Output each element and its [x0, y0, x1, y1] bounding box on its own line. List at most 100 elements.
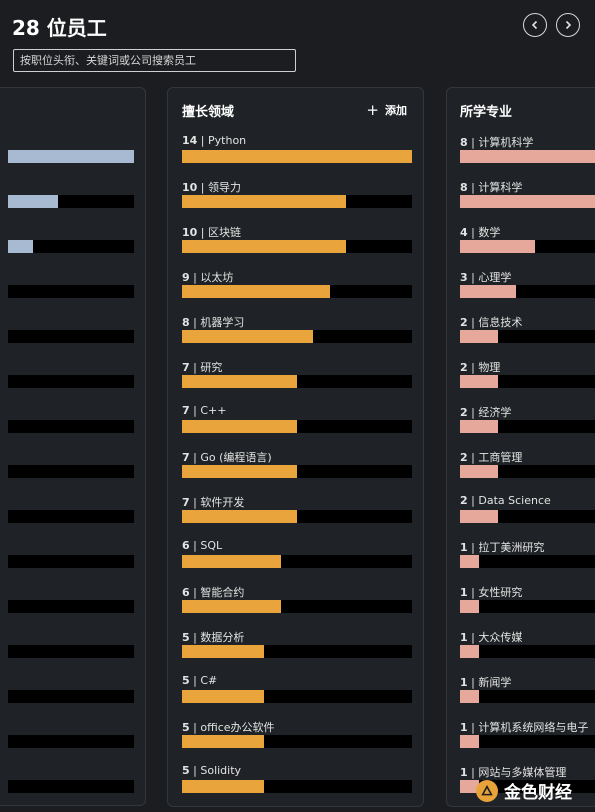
bar-label: 4 | 数学	[460, 224, 500, 240]
bar-category: | 大众传媒	[467, 631, 523, 644]
bar-count: 14	[182, 134, 198, 147]
bar-track	[460, 195, 595, 208]
bar-track	[8, 510, 134, 523]
bar-count: 10	[182, 226, 198, 239]
bar-category: | 女性研究	[467, 586, 523, 599]
bar-track	[460, 645, 595, 658]
bar-fill	[182, 330, 314, 343]
bar-count: 2	[460, 406, 468, 419]
bar-count: 9	[182, 271, 190, 284]
bar-track	[182, 780, 412, 793]
employee-search-input[interactable]	[13, 49, 296, 72]
bar-category: | 信息技术	[467, 316, 523, 329]
bar-count: 2	[460, 361, 468, 374]
bar-count: 5	[182, 721, 190, 734]
bar-track	[460, 465, 595, 478]
previous-button[interactable]	[523, 13, 547, 37]
bar-label: 10 | 领导力	[182, 179, 241, 195]
bar-count: 8	[182, 316, 190, 329]
bar-track	[8, 735, 134, 748]
bar-fill	[8, 150, 134, 163]
bar-label: 3 | 心理学	[460, 269, 511, 285]
bar-track	[182, 285, 412, 298]
bar-track	[182, 690, 412, 703]
bar-category: | 网站与多媒体管理	[467, 766, 567, 779]
bar-track	[8, 420, 134, 433]
bar-label: 1 | 网站与多媒体管理	[460, 764, 566, 780]
bar-fill	[8, 240, 34, 253]
bar-fill	[182, 735, 265, 748]
bar-label: 9 | 以太坊	[182, 269, 233, 285]
bar-count: 7	[182, 361, 190, 374]
bar-label: 10 | 区块链	[182, 224, 241, 240]
bar-count: 1	[460, 631, 468, 644]
bar-category: | Python	[197, 134, 247, 147]
bar-count: 1	[460, 676, 468, 689]
bar-fill	[460, 600, 479, 613]
bar-category: | 软件开发	[189, 496, 245, 509]
skills-panel-title: 擅长领域	[182, 105, 235, 120]
bar-count: 1	[460, 766, 468, 779]
bar-count: 6	[182, 586, 190, 599]
bar-category: | 领导力	[197, 181, 242, 194]
bar-count: 1	[460, 541, 468, 554]
bar-label: 5 | 数据分析	[182, 629, 244, 645]
bar-fill	[460, 645, 479, 658]
bar-category: | 智能合约	[189, 586, 245, 599]
bar-count: 7	[182, 496, 190, 509]
add-skill-label: 添加	[385, 104, 407, 117]
majors-panel: 所学专业 8 | 计算机科学 8 | 计算科学 4 | 数学 3 | 心理学 2 | 信…	[446, 87, 595, 807]
bar-track	[460, 240, 595, 253]
bar-label: 5 | Solidity	[182, 764, 241, 777]
bar-category: | Solidity	[189, 764, 242, 777]
bar-track	[460, 690, 595, 703]
bar-label: 1 | 拉丁美洲研究	[460, 539, 544, 555]
bar-fill	[182, 465, 297, 478]
bar-count: 2	[460, 451, 468, 464]
bar-category: | C#	[189, 674, 218, 687]
bar-category: | 以太坊	[189, 271, 234, 284]
bar-label: 8 | 机器学习	[182, 314, 244, 330]
bar-count: 4	[460, 226, 468, 239]
bar-count: 1	[460, 721, 468, 734]
bar-track	[8, 240, 134, 253]
add-skill-button[interactable]: + 添加	[366, 102, 407, 118]
bar-track	[182, 735, 412, 748]
bar-category: | 拉丁美洲研究	[467, 541, 545, 554]
bar-track	[182, 150, 412, 163]
bar-track	[8, 645, 134, 658]
bar-track	[182, 375, 412, 388]
bar-fill	[182, 195, 347, 208]
bar-track	[460, 600, 595, 613]
bar-category: | Go (编程语言)	[189, 451, 272, 464]
bar-count: 7	[182, 404, 190, 417]
watermark-text: 金色财经	[504, 783, 572, 803]
bar-count: 2	[460, 316, 468, 329]
plus-icon: +	[366, 100, 379, 119]
bar-fill	[182, 510, 297, 523]
next-button[interactable]	[556, 13, 580, 37]
bar-count: 8	[460, 181, 468, 194]
bar-fill	[460, 375, 498, 388]
bar-count: 6	[182, 539, 190, 552]
bar-fill	[460, 420, 498, 433]
bar-track	[8, 600, 134, 613]
bar-track	[8, 780, 134, 793]
bar-label: 7 | 软件开发	[182, 494, 244, 510]
bar-track	[182, 420, 412, 433]
bar-fill	[460, 690, 479, 703]
bar-fill	[182, 645, 265, 658]
bar-fill	[182, 375, 297, 388]
bar-category: | 数据分析	[189, 631, 245, 644]
bar-category: | 物理	[467, 361, 501, 374]
bar-track	[182, 645, 412, 658]
bar-track	[460, 555, 595, 568]
skills-panel: 擅长领域 + 添加 14 | Python 10 | 领导力 10 | 区块链 9 |…	[167, 87, 424, 807]
bar-track	[8, 195, 134, 208]
bar-track	[182, 600, 412, 613]
bar-track	[8, 330, 134, 343]
bar-count: 8	[460, 136, 468, 149]
bar-label: 7 | C++	[182, 404, 226, 417]
bar-count: 5	[182, 764, 190, 777]
